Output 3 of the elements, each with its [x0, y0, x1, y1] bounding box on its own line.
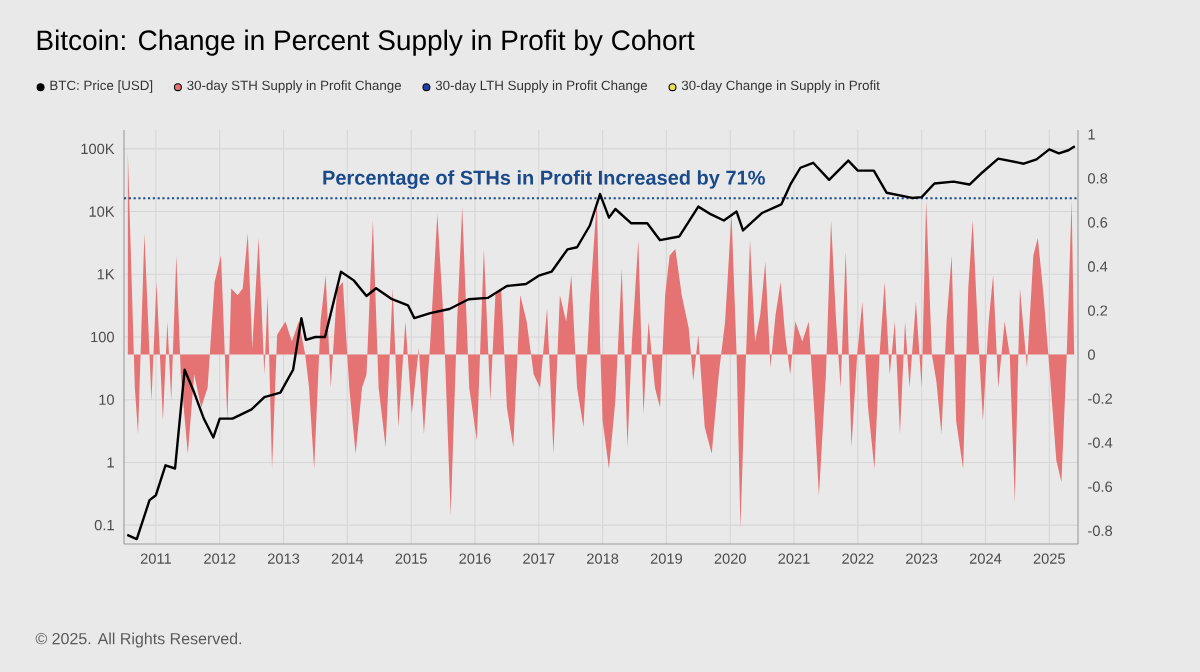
ref-line-label: Percentage of STHs in Profit Increased by 71% — [323, 170, 765, 189]
chart-title: Bitcoin: Change in Percent Supply in Profit by Cohort — [37, 29, 695, 56]
text: © 2025. All Rights Reserved. — [35, 632, 242, 648]
